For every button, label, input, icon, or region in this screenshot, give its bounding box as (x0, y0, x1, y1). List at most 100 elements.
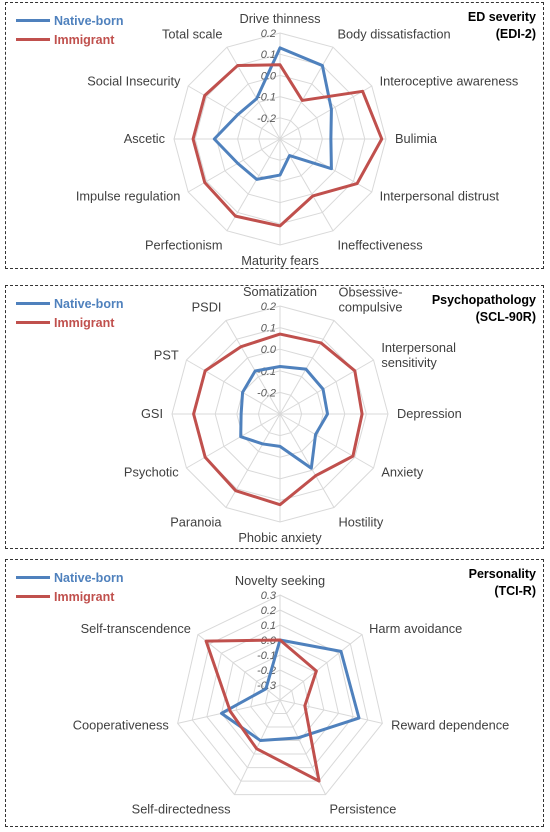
data-point-native-born-harm-avoidance (339, 650, 343, 653)
radial-tick-label: 0.1 (261, 49, 276, 61)
axis-label-phobic-anxiety: Phobic anxiety (238, 530, 322, 545)
data-point-immigrant-maturity-fears (278, 224, 282, 228)
axis-label-self-transcendence: Self-transcendence (81, 621, 191, 636)
radial-tick-label: -0.2 (257, 387, 276, 399)
radial-tick-label: 0.0 (261, 344, 277, 356)
data-point-immigrant-cooperativeness (229, 710, 232, 713)
data-point-immigrant-bulimia (380, 137, 383, 141)
axis-label-interpersonal-sensitivity: Interpersonal sensitivity (381, 340, 456, 370)
data-point-native-born-interpersonal-sensitivity (321, 387, 325, 391)
data-point-immigrant-perfectionism (234, 214, 237, 218)
data-point-native-born-depression (326, 412, 329, 416)
scl90r-panel: -0.2 -0.1 0.0 0.1 0.2 Somatization Obsessive-c… (5, 285, 544, 549)
axis-label-harm-avoidance: Harm avoidance (369, 621, 462, 636)
grid-spoke (279, 634, 363, 701)
data-point-native-born-impulse-regulation (236, 162, 239, 165)
data-point-immigrant-somatization (278, 332, 282, 336)
legend-swatch-native (16, 19, 50, 22)
radial-tick-label: -0.2 (257, 113, 276, 125)
legend-item-immigrant: Immigrant (16, 313, 123, 332)
data-point-immigrant-psdi (239, 345, 243, 348)
data-point-native-born-psychotic (239, 435, 242, 438)
data-point-immigrant-paranoia (234, 489, 237, 492)
radial-tick-label: 0.1 (261, 323, 276, 335)
data-point-native-born-obsessive-compulsive (304, 367, 308, 371)
radial-tick-label: 0.3 (261, 590, 277, 602)
data-point-immigrant-self-directedness (255, 747, 258, 750)
data-point-native-born-reward-dependence (357, 716, 361, 720)
data-point-native-born-total-scale (255, 97, 258, 100)
radial-tick-label: 0.2 (261, 605, 276, 617)
axis-label-hostility: Hostility (339, 514, 384, 529)
axis-label-interoceptive-awareness: Interoceptive awareness (380, 74, 519, 89)
legend-item-immigrant: Immigrant (16, 30, 123, 49)
legend-swatch-immigrant (16, 38, 50, 41)
legend-label-immigrant: Immigrant (54, 589, 115, 604)
axis-label-perfectionism: Perfectionism (145, 238, 223, 253)
series-line-immigrant (192, 332, 364, 507)
grid-spoke (279, 699, 383, 724)
series-line-immigrant (204, 638, 321, 783)
data-point-native-born-maturity-fears (278, 173, 282, 177)
data-point-native-born-body-dissatisfaction (321, 64, 324, 67)
grid-ring (250, 669, 310, 728)
grid-spoke (279, 413, 374, 469)
legend-label-native: Native-born (54, 296, 124, 311)
grid-spoke (279, 413, 335, 508)
axis-label-self-directedness: Self-directedness (132, 802, 231, 817)
axis-label-gsi: GSI (141, 406, 163, 421)
axis-label-psychotic: Psychotic (124, 465, 179, 480)
axis-label-maturity-fears: Maturity fears (241, 253, 319, 268)
axis-label-interpersonal-distrust: Interpersonal distrust (380, 189, 500, 204)
legend-item-native: Native-born (16, 568, 123, 587)
grid-spoke (279, 46, 334, 140)
axis-label-obsessive-compulsive: Obsessive-compulsive (339, 286, 403, 315)
axis-label-persistence: Persistence (329, 802, 396, 817)
panel-title-line-1: Personality (468, 567, 536, 581)
data-point-native-born-self-transcendence (264, 687, 268, 690)
grid-ring (264, 684, 296, 715)
grid-spoke (225, 320, 281, 415)
legend-label-native: Native-born (54, 13, 124, 28)
data-point-immigrant-interpersonal-sensitivity (353, 369, 357, 372)
axis-label-depression: Depression (397, 406, 462, 421)
edi2-panel: -0.2 -0.1 0.0 0.1 0.2 Drive thinness Body diss… (5, 2, 544, 269)
data-point-immigrant-ineffectiveness (311, 194, 315, 198)
data-point-native-born-somatization (278, 365, 282, 368)
data-point-native-born-social-insecurity (236, 113, 239, 116)
axis-label-body-dissatisfaction: Body dissatisfaction (338, 26, 451, 41)
data-point-native-born-cooperativeness (220, 712, 223, 715)
panel-title-line-2: (SCL-90R) (475, 310, 536, 324)
axis-label-ascetic: Ascetic (124, 131, 166, 146)
grid-spoke (279, 85, 373, 140)
data-point-immigrant-self-transcendence (204, 639, 208, 643)
tcir-panel: -0.3 -0.2 -0.1 0.0 0.1 0.2 0.3 Novelty seeking H… (5, 559, 544, 827)
legend-item-native: Native-born (16, 11, 123, 30)
data-point-native-born-gsi (239, 412, 243, 416)
data-point-native-born-drive-thinness (278, 46, 282, 50)
data-point-native-born-hostility (310, 467, 313, 470)
data-point-immigrant-interoceptive-awareness (361, 90, 364, 93)
data-point-native-born-anxiety (314, 433, 317, 436)
data-point-immigrant-hostility (314, 474, 317, 477)
radar-grid (171, 305, 389, 523)
data-point-immigrant-obsessive-compulsive (319, 341, 323, 345)
legend-swatch-immigrant (16, 595, 50, 598)
data-point-immigrant-anxiety (351, 454, 355, 458)
panel-title-line-1: Psychopathology (431, 293, 536, 307)
grid-ring (177, 594, 383, 796)
legend: Native-born Immigrant (16, 294, 123, 332)
panel-title-line-1: ED severity (467, 10, 536, 24)
grid-spoke (279, 320, 335, 415)
data-point-immigrant-interpersonal-distrust (355, 182, 359, 185)
data-point-native-born-ineffectiveness (288, 154, 291, 157)
data-point-immigrant-ascetic (191, 137, 195, 141)
data-point-immigrant-novelty-seeking (278, 638, 282, 642)
axis-label-reward-dependence: Reward dependence (391, 717, 509, 732)
panel-title: Personality (TCI-R) (469, 566, 536, 600)
panel-title-line-2: (EDI-2) (495, 27, 536, 41)
axis-label-pst: PST (154, 348, 179, 363)
